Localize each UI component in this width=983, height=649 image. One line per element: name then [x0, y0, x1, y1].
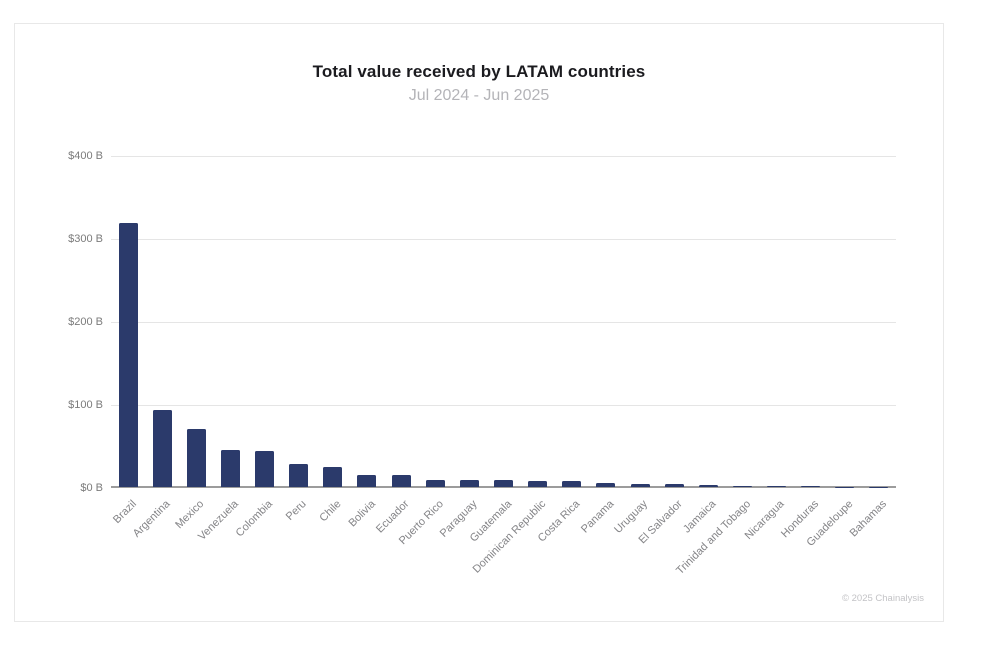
chart-card: Total value received by LATAM countries … — [14, 23, 944, 622]
bar — [664, 483, 684, 487]
bar — [630, 483, 650, 487]
gridline — [111, 238, 896, 240]
x-axis-line — [111, 486, 896, 488]
bar — [220, 450, 240, 487]
y-tick-label: $300 B — [68, 233, 103, 245]
bar — [562, 481, 582, 487]
bar — [323, 467, 343, 487]
bar — [289, 463, 309, 487]
bar — [459, 480, 479, 487]
chart-subtitle: Jul 2024 - Jun 2025 — [408, 87, 550, 104]
bar — [767, 486, 787, 487]
bar — [152, 409, 172, 487]
bar — [357, 474, 377, 487]
bar — [186, 428, 206, 487]
y-tick-label: $100 B — [68, 399, 103, 411]
y-tick-label: $0 B — [80, 482, 103, 494]
gridline — [111, 155, 896, 157]
bar — [494, 480, 513, 487]
x-tick-label: Peru — [284, 498, 310, 523]
bar — [391, 475, 411, 487]
x-tick-label: Brazil — [110, 498, 139, 526]
y-tick-label: $400 B — [68, 150, 103, 162]
x-tick-label: Colombia — [233, 498, 276, 540]
bar — [732, 485, 752, 487]
plot-area: $0 B $100 B $200 B $300 B $400 B Brazil Argent… — [68, 150, 896, 577]
gridline — [111, 321, 896, 323]
bar — [255, 451, 275, 487]
bar — [698, 484, 718, 487]
bar — [425, 479, 445, 487]
copyright-text: © 2025 Chainalysis — [842, 593, 924, 604]
gridline — [111, 404, 896, 406]
x-tick-label: Bolivia — [346, 498, 378, 530]
bar — [596, 482, 616, 487]
x-tick-label: Chile — [317, 498, 344, 525]
bar — [801, 486, 821, 487]
bar — [528, 481, 548, 487]
x-tick-label: Bahamas — [848, 498, 890, 540]
y-tick-label: $200 B — [68, 316, 103, 328]
x-tick-label: Panama — [578, 498, 617, 536]
bar — [118, 223, 138, 487]
chart-title: Total value received by LATAM countries — [312, 62, 646, 81]
x-tick-label: Mexico — [173, 498, 207, 532]
